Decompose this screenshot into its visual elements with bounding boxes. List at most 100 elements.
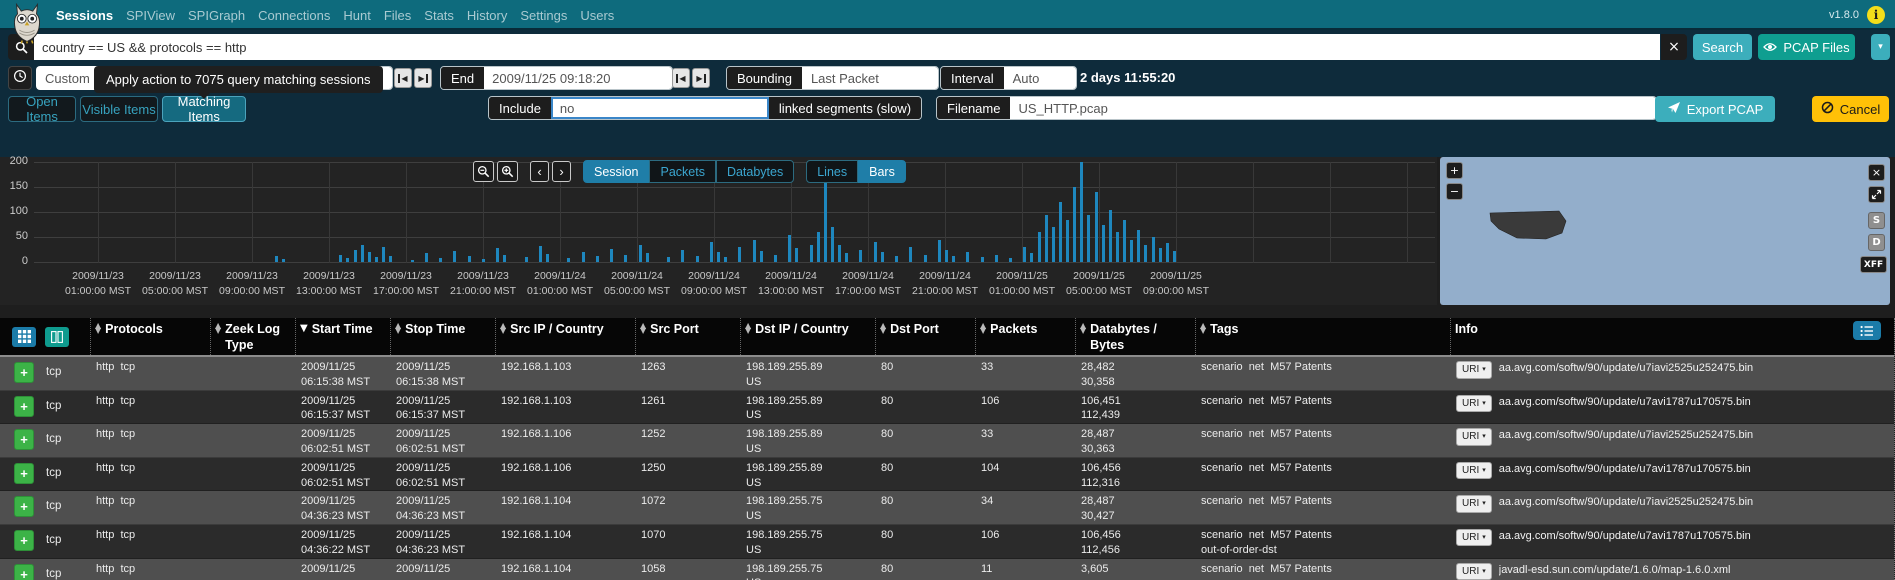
dst-ip[interactable]: 198.189.255.75 xyxy=(746,528,823,541)
cell-dst-port[interactable]: 80 xyxy=(881,528,894,541)
nav-item-spigraph[interactable]: SPIGraph xyxy=(188,7,246,23)
dst-country[interactable]: US xyxy=(746,543,762,556)
column-header-src-ip-country[interactable]: ▲ ▼ Src IP / Country xyxy=(495,318,635,355)
cell-protocols[interactable]: http tcp xyxy=(96,428,136,441)
time-range-clock-button[interactable] xyxy=(8,66,32,90)
toggle-header-button[interactable] xyxy=(12,326,36,347)
cell-tags[interactable]: scenario net M57 Patents xyxy=(1201,495,1332,508)
clear-search-button[interactable]: × xyxy=(1661,34,1687,60)
cell-protocols[interactable]: http tcp xyxy=(96,394,136,407)
chart-tab-session[interactable]: Session xyxy=(583,160,650,183)
cell-src-port[interactable]: 1252 xyxy=(641,428,666,441)
uri-dropdown-button[interactable]: URI ▾ xyxy=(1456,361,1492,379)
map-zoom-out-button[interactable]: − xyxy=(1446,183,1463,200)
cell-src-ip[interactable]: 192.168.1.103 xyxy=(501,361,572,373)
map-close-button[interactable]: × xyxy=(1868,164,1885,181)
nav-item-settings[interactable]: Settings xyxy=(520,7,568,23)
cell-dst-ip-country[interactable]: 198.189.255.75 US xyxy=(740,525,875,558)
cancel-button[interactable]: Cancel xyxy=(1812,96,1889,122)
cell-src-ip[interactable]: 192.168.1.104 xyxy=(501,562,572,575)
cell-protocols[interactable]: http tcp xyxy=(96,461,136,474)
cell-dst-port[interactable]: 80 xyxy=(881,461,894,474)
uri-dropdown-button[interactable]: URI ▾ xyxy=(1456,428,1492,446)
info-url[interactable]: aa.avg.com/softw/90/update/u7iavi2525u25… xyxy=(1498,496,1754,509)
map-xff-button[interactable]: XFF xyxy=(1860,256,1887,273)
info-url[interactable]: aa.avg.com/softw/90/update/u7avi1787u170… xyxy=(1498,395,1751,408)
cell-dst-port[interactable]: 80 xyxy=(881,394,894,407)
end-time-input[interactable] xyxy=(484,67,673,89)
cell-dst-ip-country[interactable]: 198.189.255.89 US xyxy=(740,424,875,457)
pan-right-icon[interactable]: › xyxy=(552,161,571,182)
chart-tab-databytes[interactable]: Databytes xyxy=(715,160,795,183)
cell-src-ip[interactable]: 192.168.1.103 xyxy=(501,394,572,407)
arkime-owl-logo[interactable] xyxy=(8,1,46,44)
expand-session-button[interactable]: + xyxy=(14,362,34,383)
column-header-databytes-bytes[interactable]: ▲ ▼ Databytes / Bytes xyxy=(1075,318,1195,355)
cell-tags[interactable]: scenario net M57 Patents xyxy=(1201,461,1332,474)
actions-dropdown-button[interactable]: ▾ xyxy=(1871,34,1890,60)
cell-dst-ip-country[interactable]: 198.189.255.89 US xyxy=(740,357,875,390)
end-skip-forward-button[interactable]: ▶ xyxy=(692,68,710,88)
cell-tags[interactable]: scenario net M57 Patents xyxy=(1201,562,1332,575)
start-skip-forward-button[interactable]: ▶ xyxy=(414,68,432,88)
tab-visible-items[interactable]: Visible Items xyxy=(80,96,158,122)
map-dst-button[interactable]: D xyxy=(1868,234,1885,251)
cell-tags[interactable]: scenario net M57 Patents xyxy=(1201,428,1332,441)
cell-dst-port[interactable]: 80 xyxy=(881,495,894,508)
zoom-in-icon[interactable] xyxy=(497,161,518,182)
expand-session-button[interactable]: + xyxy=(14,496,34,518)
map-zoom-in-button[interactable]: + xyxy=(1446,162,1463,179)
column-header-dst-port[interactable]: ▲ ▼ Dst Port xyxy=(875,318,975,355)
nav-item-spiview[interactable]: SPIView xyxy=(126,7,175,23)
zoom-out-icon[interactable] xyxy=(473,161,494,182)
search-button[interactable]: Search xyxy=(1693,34,1752,60)
end-skip-back-button[interactable]: ◀ xyxy=(672,68,690,88)
column-header-stop-time[interactable]: ▲ ▼ Stop Time xyxy=(390,318,495,355)
cell-protocols[interactable]: http tcp xyxy=(96,361,136,373)
dst-country[interactable]: US xyxy=(746,510,762,523)
info-url[interactable]: aa.avg.com/softw/90/update/u7avi1787u170… xyxy=(1498,529,1751,542)
dst-country[interactable]: US xyxy=(746,375,762,388)
tab-open-items[interactable]: Open Items xyxy=(8,94,76,124)
include-segments-select[interactable]: no xyxy=(550,97,769,119)
nav-item-hunt[interactable]: Hunt xyxy=(343,7,371,23)
column-header-dst-ip-country[interactable]: ▲ ▼ Dst IP / Country xyxy=(740,318,875,355)
uri-dropdown-button[interactable]: URI ▾ xyxy=(1456,562,1492,580)
nav-item-history[interactable]: History xyxy=(466,7,508,23)
cell-src-port[interactable]: 1250 xyxy=(641,461,666,474)
cell-src-port[interactable]: 1070 xyxy=(641,528,666,541)
map-src-button[interactable]: S xyxy=(1868,212,1885,229)
uri-dropdown-button[interactable]: URI ▾ xyxy=(1456,461,1492,480)
cell-src-ip[interactable]: 192.168.1.104 xyxy=(501,528,572,541)
nav-item-files[interactable]: Files xyxy=(383,7,412,23)
dst-country[interactable]: US xyxy=(746,476,762,489)
column-header-start-time[interactable]: ▼ Start Time xyxy=(295,318,390,355)
info-url[interactable]: aa.avg.com/softw/90/update/u7avi1787u170… xyxy=(1498,462,1751,475)
cell-tags[interactable]: scenario net M57 Patents xyxy=(1201,394,1332,407)
cell-dst-port[interactable]: 80 xyxy=(881,428,894,441)
uri-dropdown-button[interactable]: URI ▾ xyxy=(1456,528,1492,547)
info-url[interactable]: aa.avg.com/softw/90/update/u7iavi2525u25… xyxy=(1498,362,1754,374)
cell-src-port[interactable]: 1261 xyxy=(641,394,666,407)
uri-dropdown-button[interactable]: URI ▾ xyxy=(1456,394,1492,413)
dst-country[interactable]: US xyxy=(746,443,762,456)
cell-src-ip[interactable]: 192.168.1.106 xyxy=(501,461,572,474)
search-input[interactable] xyxy=(34,34,1660,60)
dst-ip[interactable]: 198.189.255.89 xyxy=(746,361,823,373)
column-visibility-button[interactable] xyxy=(1853,321,1881,340)
export-pcap-button[interactable]: Export PCAP xyxy=(1655,96,1775,122)
column-config-button[interactable] xyxy=(45,326,69,347)
cell-dst-port[interactable]: 80 xyxy=(881,361,894,373)
info-icon[interactable]: i xyxy=(1867,6,1885,24)
column-header-tags[interactable]: ▲ ▼ Tags xyxy=(1195,318,1450,355)
cell-src-port[interactable]: 1263 xyxy=(641,361,666,373)
chart-style-bars[interactable]: Bars xyxy=(858,160,906,183)
chart-tab-packets[interactable]: Packets xyxy=(649,160,716,183)
dst-country[interactable]: US xyxy=(746,576,869,580)
cell-tags[interactable]: scenario net M57 Patents out-of-order-ds… xyxy=(1201,528,1332,556)
info-url[interactable]: javadl-esd.sun.com/update/1.6.0/map-1.6.… xyxy=(1498,563,1731,576)
filename-input[interactable] xyxy=(1010,97,1657,119)
world-map[interactable]: + − × S D XFF xyxy=(1440,157,1890,305)
cell-tags[interactable]: scenario net M57 Patents xyxy=(1201,361,1332,373)
